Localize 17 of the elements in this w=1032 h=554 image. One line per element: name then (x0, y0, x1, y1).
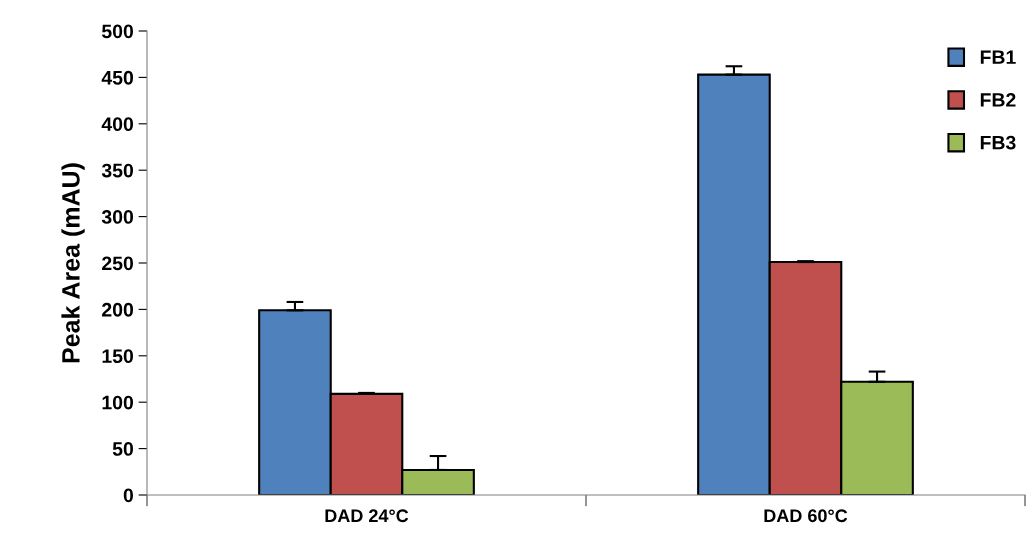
legend-label: FB2 (980, 93, 1016, 107)
y-tick-label: 500 (101, 24, 134, 39)
legend-label: FB1 (980, 50, 1016, 64)
y-tick-label: 150 (102, 349, 134, 364)
y-axis-title: Peak Area (mAU) (61, 163, 85, 363)
y-tick-label: 350 (101, 163, 134, 178)
y-tick-label: 300 (101, 210, 134, 224)
y-tick-label: 50 (112, 442, 134, 456)
legend-label: FB3 (980, 135, 1016, 150)
y-tick-label: 100 (102, 395, 134, 410)
y-tick-label: 0 (123, 488, 134, 503)
y-tick-label: 200 (102, 302, 134, 317)
x-tick-label: DAD 60°C (764, 509, 848, 523)
y-tick-label: 400 (101, 117, 134, 132)
x-tick-label: DAD 24°C (325, 509, 409, 523)
y-tick-label: 250 (102, 256, 134, 271)
y-tick-label: 450 (101, 70, 134, 85)
